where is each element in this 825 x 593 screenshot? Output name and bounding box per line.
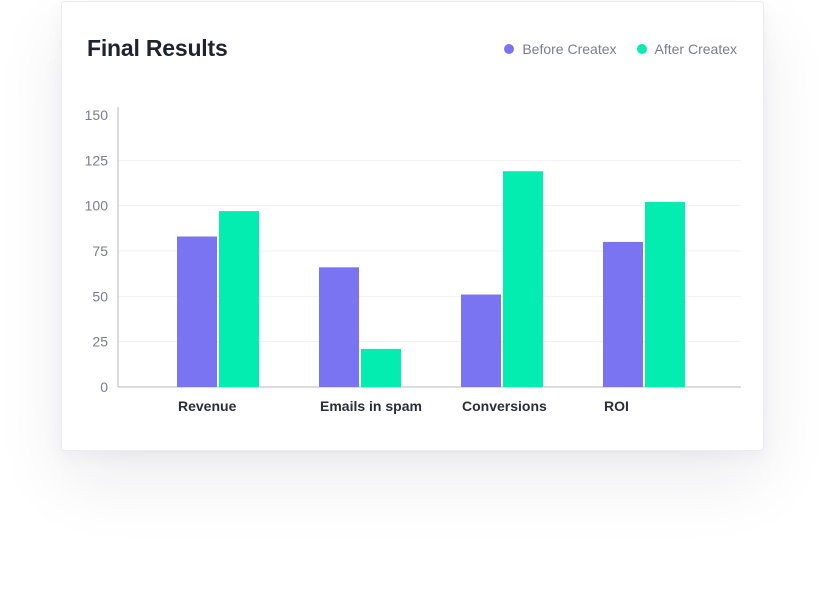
chart-legend: Before Createx After Createx xyxy=(484,41,737,57)
legend-item-after: After Createx xyxy=(636,41,737,57)
bar-before xyxy=(319,267,359,387)
bar-after xyxy=(219,211,259,387)
legend-dot-before xyxy=(504,44,515,54)
y-tick-label: 125 xyxy=(85,152,109,168)
legend-label-before: Before Createx xyxy=(522,41,617,57)
x-tick-label: Conversions xyxy=(462,398,547,414)
legend-item-before: Before Createx xyxy=(504,41,617,57)
x-tick-label: Emails in spam xyxy=(320,398,422,414)
y-tick-label: 100 xyxy=(85,198,109,214)
bar-before xyxy=(603,241,643,387)
bar-before xyxy=(461,294,501,387)
bar-after xyxy=(361,348,401,387)
legend-dot-after xyxy=(636,44,647,54)
bar-after xyxy=(503,171,543,387)
y-tick-label: 25 xyxy=(92,334,108,350)
bar-before xyxy=(177,236,217,387)
chart-title: Final Results xyxy=(87,35,228,61)
y-tick-label: 75 xyxy=(92,243,108,259)
x-tick-label: Revenue xyxy=(178,398,237,414)
bar-after xyxy=(645,202,685,387)
y-tick-label: 150 xyxy=(85,107,109,123)
x-tick-label: ROI xyxy=(604,398,629,414)
legend-label-after: After Createx xyxy=(654,41,737,57)
y-tick-label: 50 xyxy=(92,288,108,304)
y-tick-label: 0 xyxy=(100,379,108,395)
